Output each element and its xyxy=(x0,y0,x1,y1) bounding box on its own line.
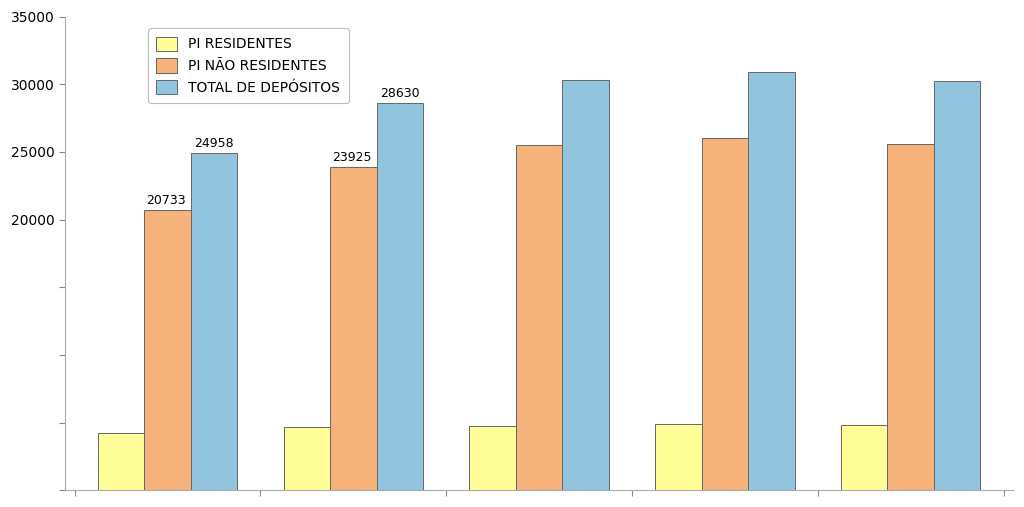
Bar xyxy=(562,80,608,490)
Legend: PI RESIDENTES, PI NÃO RESIDENTES, TOTAL DE DEPÓSITOS: PI RESIDENTES, PI NÃO RESIDENTES, TOTAL … xyxy=(148,28,348,103)
Text: 24958: 24958 xyxy=(195,137,233,150)
Bar xyxy=(655,424,701,490)
Bar xyxy=(284,427,330,490)
Bar xyxy=(98,433,144,490)
Text: 20733: 20733 xyxy=(145,194,185,207)
Bar xyxy=(190,153,238,490)
Bar xyxy=(888,143,934,490)
Text: 28630: 28630 xyxy=(380,87,420,100)
Bar xyxy=(516,146,562,490)
Text: 23925: 23925 xyxy=(332,151,371,164)
Bar xyxy=(377,103,423,490)
Bar xyxy=(144,210,190,490)
Bar xyxy=(469,425,516,490)
Bar xyxy=(841,425,888,490)
Bar xyxy=(749,71,795,490)
Bar xyxy=(330,166,377,490)
Bar xyxy=(934,81,980,490)
Bar xyxy=(701,138,749,490)
